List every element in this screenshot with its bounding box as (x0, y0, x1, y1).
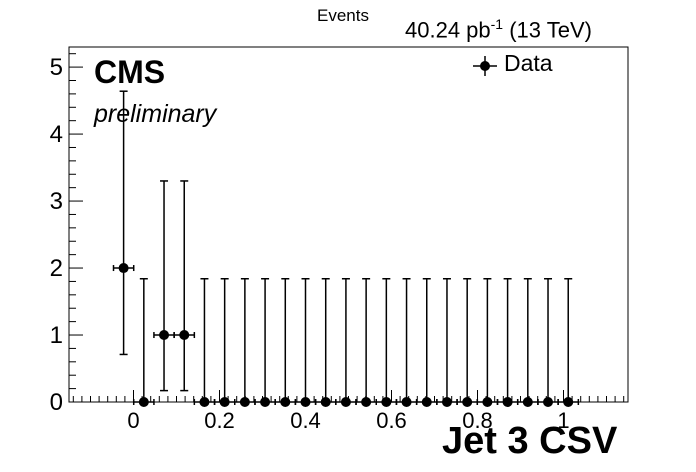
legend-marker (473, 56, 497, 76)
data-point (254, 278, 276, 407)
data-marker (199, 397, 210, 407)
data-marker (260, 397, 271, 407)
x-tick-label: 0.2 (204, 408, 235, 433)
y-tick-label: 5 (50, 54, 63, 81)
data-marker (219, 397, 230, 407)
data-point (153, 180, 175, 392)
data-point (355, 278, 377, 407)
data-point (415, 278, 438, 407)
data-marker (563, 397, 574, 407)
x-tick-label: 0.6 (376, 408, 407, 433)
legend-entry-data: Data (504, 50, 553, 76)
lumi-suffix: (13 TeV) (503, 17, 592, 43)
x-tick-label: 0.4 (290, 408, 321, 433)
data-point (557, 278, 580, 407)
y-tick-label: 4 (50, 121, 63, 148)
data-point (234, 278, 256, 407)
data-marker (543, 397, 554, 407)
x-tick-label: 0 (127, 408, 139, 433)
data-marker (118, 263, 129, 274)
data-point (375, 278, 398, 407)
experiment-label: CMS (94, 54, 166, 90)
data-point (274, 278, 297, 407)
data-marker (300, 397, 311, 407)
data-marker (340, 397, 351, 407)
data-point (213, 278, 236, 407)
data-marker (441, 397, 452, 407)
x-tick-label: 1 (557, 408, 569, 433)
data-marker (361, 397, 372, 407)
data-marker (502, 397, 513, 407)
data-point (132, 278, 155, 407)
data-point (476, 278, 499, 407)
data-marker (239, 397, 250, 407)
y-tick-label: 2 (50, 255, 63, 282)
data-point (456, 278, 479, 407)
data-marker (482, 397, 493, 407)
data-point (294, 278, 317, 407)
data-marker (179, 330, 190, 341)
y-tick-label: 1 (50, 322, 63, 349)
data-point (314, 278, 337, 407)
data-point (436, 278, 458, 407)
data-point (112, 90, 135, 356)
data-points (112, 90, 580, 407)
data-marker (462, 397, 473, 407)
data-marker (159, 330, 170, 341)
legend-marker-dot (480, 61, 490, 71)
y-tick-label: 0 (50, 389, 63, 416)
data-point (496, 278, 519, 407)
data-marker (401, 397, 412, 407)
lumi-exponent: -1 (490, 16, 504, 32)
y-axis-label: Events (317, 6, 369, 25)
axes: 0 1 2 3 4 5 0 0.2 0.4 0.6 0.8 1 (50, 53, 625, 433)
data-point (193, 278, 216, 407)
data-point (173, 180, 196, 392)
luminosity-label: 40.24 pb-1 (13 TeV) (405, 16, 592, 43)
data-point (516, 278, 539, 407)
x-axis-label: Jet 3 CSV (442, 420, 618, 462)
status-label: preliminary (94, 100, 217, 128)
x-tick-label: 0.8 (462, 408, 493, 433)
data-marker (280, 397, 291, 407)
lumi-prefix: 40.24 pb (405, 17, 491, 43)
data-marker (381, 397, 392, 407)
data-marker (138, 397, 149, 407)
data-point (537, 278, 559, 407)
data-marker (522, 397, 533, 407)
y-tick-label: 3 (50, 188, 63, 215)
data-marker (320, 397, 331, 407)
data-marker (421, 397, 432, 407)
data-point (395, 278, 418, 407)
data-point (335, 278, 357, 407)
